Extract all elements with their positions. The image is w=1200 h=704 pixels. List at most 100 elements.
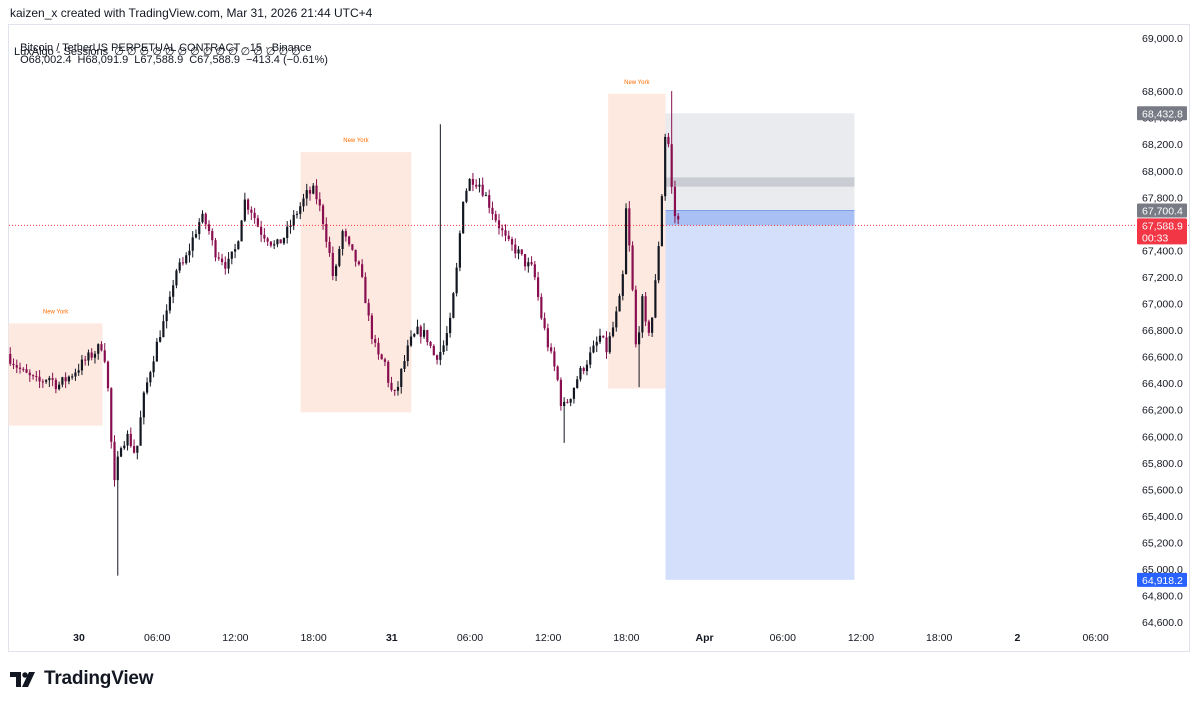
candle: [367, 298, 370, 322]
candle: [364, 272, 367, 304]
price-badge-label: 67,700.4: [1142, 206, 1183, 218]
candle: [595, 336, 598, 353]
candle: [523, 253, 527, 271]
candle-body: [103, 350, 106, 362]
candle: [673, 180, 677, 224]
candle: [240, 219, 243, 242]
candle: [204, 212, 207, 230]
candle-body: [126, 433, 129, 446]
candle-body: [204, 213, 207, 225]
candle-body: [12, 363, 15, 366]
price-axis: 64,600.064,800.065,000.065,200.065,400.0…: [1137, 33, 1187, 629]
candle: [142, 391, 145, 425]
candle: [286, 221, 289, 244]
candle-body: [44, 380, 48, 382]
candle: [481, 177, 484, 198]
candle-body: [188, 250, 191, 256]
candle: [97, 343, 100, 360]
candle: [615, 306, 618, 332]
candle-body: [637, 332, 641, 345]
candle: [393, 389, 396, 396]
price-badge-label: 64,918.2: [1142, 575, 1183, 587]
candle-body: [247, 199, 250, 210]
candle: [178, 258, 181, 274]
candle: [315, 179, 318, 205]
candle-body: [416, 326, 419, 335]
candle: [266, 236, 269, 247]
candle-body: [559, 379, 562, 406]
candle: [211, 228, 214, 246]
candle-body: [605, 337, 608, 353]
candle-body: [393, 389, 396, 391]
candle-body: [624, 208, 628, 275]
candle-body: [168, 296, 172, 311]
candle: [312, 183, 315, 195]
candle: [338, 246, 341, 268]
candle: [243, 192, 246, 222]
candle-body: [550, 347, 553, 352]
candle: [445, 326, 448, 352]
candle: [227, 252, 230, 274]
candle-body: [67, 376, 70, 382]
candle: [419, 324, 422, 344]
price-tick-label: 67,800.0: [1142, 192, 1183, 204]
price-badge: 67,700.4: [1137, 203, 1187, 218]
candle: [348, 235, 351, 247]
candle-body: [162, 321, 165, 338]
candle-body: [491, 207, 494, 215]
candle: [64, 372, 67, 389]
candle: [48, 375, 51, 388]
candle-body: [527, 262, 530, 267]
candle-body: [536, 277, 540, 297]
candle: [207, 220, 211, 235]
chart-frame[interactable]: [8, 24, 1190, 652]
candle-body: [41, 381, 44, 383]
candle: [44, 379, 48, 384]
candle: [602, 335, 605, 339]
candle-body: [22, 368, 25, 370]
candle: [510, 236, 514, 251]
symbol-name[interactable]: Bitcoin / TetherUS PERPETUAL CONTRACT · …: [20, 42, 312, 54]
time-tick-label: Apr: [696, 632, 714, 644]
candle: [628, 201, 631, 252]
candle: [214, 237, 217, 262]
candle-body: [224, 262, 227, 269]
candle: [90, 348, 93, 361]
candle: [576, 375, 579, 389]
candle-body: [572, 387, 576, 399]
candle: [106, 360, 110, 392]
candle: [563, 397, 566, 443]
candle: [279, 239, 282, 244]
candle: [61, 376, 64, 388]
price-tick-label: 64,800.0: [1142, 591, 1183, 603]
candle: [468, 178, 471, 192]
candle: [237, 240, 240, 250]
candle-body: [602, 335, 605, 338]
candle-body: [520, 249, 523, 255]
candle: [598, 328, 602, 344]
candle-body: [510, 239, 514, 245]
indicator-legend[interactable]: LuxAlgo - Sessions ∅ ∅ ∅ ∅ ∅ ∅ ∅ ∅ ∅ ∅ ∅…: [14, 46, 301, 58]
candle-body: [227, 258, 230, 269]
candle: [592, 340, 595, 354]
candle: [442, 340, 445, 355]
candle-body: [338, 248, 341, 266]
candle: [462, 201, 465, 234]
candle-body: [481, 184, 484, 196]
candle-body: [540, 296, 543, 319]
candle-body: [673, 186, 677, 217]
tradingview-brand[interactable]: TradingView: [10, 668, 154, 690]
price-tick-label: 65,400.0: [1142, 511, 1183, 523]
candle: [533, 260, 536, 281]
candle: [501, 224, 504, 237]
candle-body: [654, 280, 657, 318]
candle-body: [84, 359, 87, 361]
time-tick-label: 18:00: [926, 632, 952, 644]
candle: [637, 326, 641, 388]
candle-body: [664, 136, 667, 197]
candle: [328, 236, 331, 257]
candle-body: [217, 257, 220, 259]
candle: [12, 358, 15, 370]
candle-body: [142, 392, 145, 418]
